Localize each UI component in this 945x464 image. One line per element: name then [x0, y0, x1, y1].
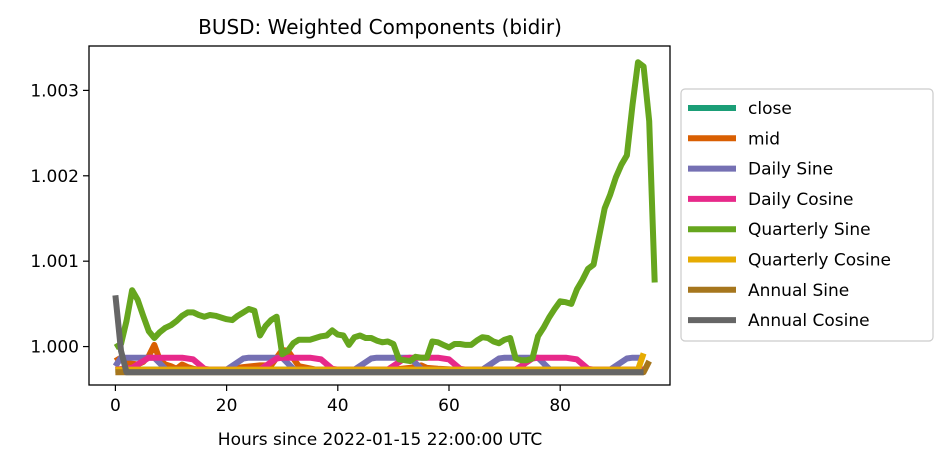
- plot-area: [112, 59, 658, 376]
- x-axis: 0 20 40 60 80: [110, 385, 571, 416]
- y-tick-label: 1.000: [30, 338, 79, 358]
- x-tick-label: 20: [216, 396, 238, 416]
- plot-frame: [88, 45, 671, 386]
- x-axis-label: Hours since 2022-01-15 22:00:00 UTC: [218, 430, 542, 450]
- x-tick-label: 60: [438, 396, 460, 416]
- legend-entry-label: Annual Sine: [748, 281, 849, 301]
- legend-entry-label: Quarterly Cosine: [748, 251, 891, 271]
- x-tick-label: 80: [549, 396, 571, 416]
- x-tick-label: 40: [327, 396, 349, 416]
- legend-entry-label: Annual Cosine: [748, 311, 870, 331]
- legend-entry-label: Quarterly Sine: [748, 220, 871, 240]
- legend-entry-label: close: [748, 99, 792, 119]
- series-line-quarterly-sine: [113, 59, 658, 365]
- chart-title: BUSD: Weighted Components (bidir): [198, 15, 562, 39]
- legend: close mid Daily Sine Daily Cosine Quarterly …: [680, 88, 934, 342]
- legend-entry-label: Daily Cosine: [748, 190, 854, 210]
- y-axis: 1.000 1.001 1.002 1.003: [30, 81, 89, 358]
- legend-entry-label: Daily Sine: [748, 160, 833, 180]
- y-tick-label: 1.001: [30, 252, 79, 272]
- legend-box: [680, 88, 934, 342]
- y-tick-label: 1.002: [30, 167, 79, 187]
- series-line-annual-cosine: [112, 294, 644, 376]
- legend-entry-label: mid: [748, 129, 780, 149]
- y-tick-label: 1.003: [30, 81, 79, 101]
- x-tick-label: 0: [110, 396, 121, 416]
